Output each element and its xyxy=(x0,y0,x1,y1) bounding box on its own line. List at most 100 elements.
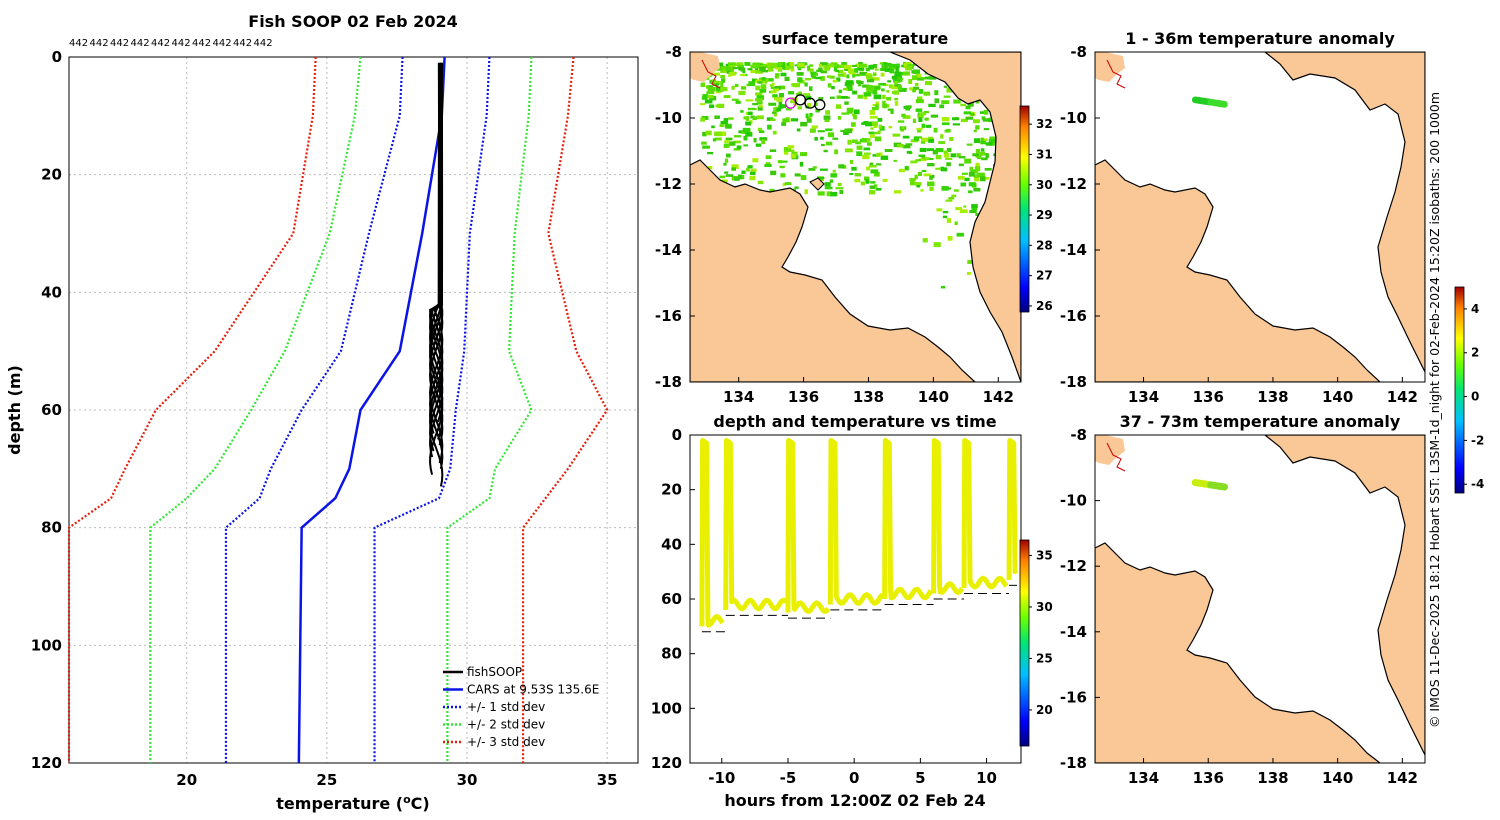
sst-pixel xyxy=(968,171,975,177)
sst-pixel xyxy=(769,149,777,152)
sst-pixel xyxy=(809,112,813,117)
anomaly-shallow-points xyxy=(1191,96,1228,108)
sst-pixel xyxy=(769,84,774,87)
profile-legend: fishSOOP CARS at 9.53S 135.6E +/- 1 std de… xyxy=(443,665,599,749)
sst-pixel xyxy=(720,68,727,74)
std3-minus-line xyxy=(67,56,317,763)
count-label: 442 xyxy=(254,38,273,49)
depth-trace xyxy=(1006,437,1018,580)
sst-pixel xyxy=(878,82,886,86)
y-tick-label: -8 xyxy=(1070,43,1087,61)
sst-pixel xyxy=(935,147,944,153)
sst-pixel xyxy=(927,181,935,187)
sst-pixel xyxy=(825,128,833,132)
sst-pixel xyxy=(964,158,972,164)
sst-pixel xyxy=(979,111,988,114)
sst-pixel xyxy=(868,131,875,135)
legend-label: +/- 2 std dev xyxy=(467,718,545,732)
sst-pixel xyxy=(751,78,758,82)
sst-pixel xyxy=(777,68,783,72)
sst-pixel xyxy=(914,82,919,86)
sst-pixel xyxy=(925,124,932,128)
sst-pixel xyxy=(719,62,724,68)
x-tick-label: 35 xyxy=(597,771,618,789)
sst-pixel xyxy=(938,141,946,144)
sst-pixel xyxy=(773,113,777,117)
y-tick-label: -18 xyxy=(655,373,682,391)
sst-pixel xyxy=(752,62,760,67)
sst-pixel xyxy=(884,149,893,152)
sst-pixel xyxy=(918,117,923,122)
sst-pixel xyxy=(958,175,965,180)
x-tick-label: 20 xyxy=(176,771,197,789)
sst-pixel xyxy=(812,166,817,169)
sst-pixel xyxy=(771,82,775,86)
sst-pixel xyxy=(702,145,710,149)
sst-pixel xyxy=(873,184,878,188)
sst-pixel xyxy=(902,115,911,119)
sst-pixel xyxy=(983,138,988,141)
sst-pixel xyxy=(773,97,778,101)
sst-pixel xyxy=(939,104,945,109)
sst-pixel xyxy=(788,91,795,95)
sst-pixel xyxy=(783,66,790,71)
sst-pixel xyxy=(982,118,990,122)
sst-pixel xyxy=(906,62,912,66)
sst-pixel xyxy=(846,74,850,79)
x-tick-label: 134 xyxy=(723,388,754,406)
track-point xyxy=(784,97,797,109)
sst-pixel xyxy=(869,109,876,115)
sst-pixel xyxy=(847,88,853,92)
x-tick-label: 0 xyxy=(849,769,859,787)
sst-pixel xyxy=(837,69,844,74)
y-tick-label: -18 xyxy=(1060,373,1087,391)
x-tick-label: 134 xyxy=(1128,769,1159,787)
sst-pixel xyxy=(965,116,974,120)
y-tick-label: -14 xyxy=(1060,241,1087,259)
sst-pixel xyxy=(765,155,772,160)
sst-pixel xyxy=(866,85,874,90)
sst-pixel xyxy=(886,96,892,101)
sst-pixel xyxy=(829,96,835,99)
sst-pixel xyxy=(918,158,927,162)
colorbar-tick-label: 30 xyxy=(1036,600,1053,614)
sst-pixel xyxy=(880,155,889,160)
sst-pixel xyxy=(726,69,731,74)
sst-pixel xyxy=(854,68,859,73)
sst-pixel xyxy=(728,72,736,76)
sst-pixel xyxy=(945,128,951,133)
sst-pixel xyxy=(872,89,878,95)
sst-pixel xyxy=(866,89,873,93)
sst-pixel xyxy=(859,63,868,68)
sst-pixel xyxy=(719,175,726,179)
sst-pixel xyxy=(975,100,980,103)
sst-pixel xyxy=(713,72,720,76)
x-tick-label: 136 xyxy=(788,388,819,406)
sst-pixel xyxy=(824,186,833,190)
y-tick-label: 0 xyxy=(672,426,682,444)
sst-pixel xyxy=(847,68,855,74)
sst-pixel xyxy=(761,139,766,145)
sst-pixel xyxy=(917,77,925,81)
sst-pixel xyxy=(831,85,835,90)
x-tick-label: 138 xyxy=(853,388,884,406)
sst-pixel xyxy=(784,182,792,186)
sst-pixel xyxy=(766,117,774,121)
sst-map-ticks: 134 136 138 140 142 -8 -10 -12 -14 -16 -18 xyxy=(655,43,1014,406)
y-tick-label: 60 xyxy=(41,401,62,419)
y-tick-label: -10 xyxy=(1060,492,1087,510)
sst-pixel xyxy=(729,141,736,146)
anomaly-deep-title: 37 - 73m temperature anomaly xyxy=(1120,412,1401,431)
sst-pixel xyxy=(916,96,923,101)
fishsoop-profile xyxy=(429,62,444,475)
x-tick-label: 136 xyxy=(1193,769,1224,787)
sst-pixel xyxy=(875,187,882,191)
sst-pixel xyxy=(951,194,957,198)
sst-pixel xyxy=(768,102,777,106)
sst-pixel xyxy=(984,167,992,171)
sst-pixel xyxy=(894,97,898,101)
sst-pixel xyxy=(924,80,933,86)
sst-pixel xyxy=(868,64,874,70)
std2-minus-line xyxy=(149,56,362,763)
sst-pixel xyxy=(905,65,912,71)
